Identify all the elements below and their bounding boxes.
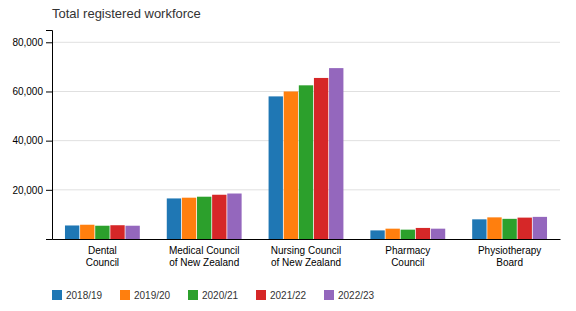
bar bbox=[533, 217, 547, 239]
bar bbox=[502, 219, 516, 239]
bar bbox=[125, 226, 139, 239]
legend-label: 2020/21 bbox=[202, 290, 239, 301]
title: Total registered workforce bbox=[52, 6, 201, 21]
legend-swatch bbox=[324, 290, 334, 300]
legend: 2018/19 2019/20 2020/21 2021/22 2022/23 bbox=[52, 290, 375, 301]
tick-label: PhysiotherapyBoard bbox=[478, 245, 541, 268]
legend-item: 2019/20 bbox=[120, 290, 171, 301]
bar bbox=[284, 91, 298, 239]
tick: Medical Councilof New Zealand bbox=[169, 245, 240, 268]
axis-line bbox=[46, 31, 53, 240]
bar bbox=[65, 225, 79, 239]
bar bbox=[212, 195, 226, 239]
legend-swatch bbox=[188, 290, 198, 300]
bar bbox=[416, 228, 430, 239]
tick: PharmacyCouncil bbox=[385, 245, 430, 268]
series bbox=[110, 78, 532, 239]
bar bbox=[182, 198, 196, 239]
bar bbox=[110, 225, 124, 239]
bar bbox=[370, 230, 384, 239]
legend-swatch bbox=[256, 290, 266, 300]
tick: 60,000 bbox=[12, 86, 52, 97]
bar bbox=[487, 217, 501, 239]
legend-item: 2022/23 bbox=[324, 290, 375, 301]
bar bbox=[80, 225, 94, 239]
legend-label: 2021/22 bbox=[270, 290, 307, 301]
tick-mark bbox=[46, 91, 52, 92]
tick: DentalCouncil bbox=[86, 245, 119, 268]
series bbox=[80, 91, 502, 239]
legend-label: 2022/23 bbox=[338, 290, 375, 301]
bar bbox=[197, 197, 211, 239]
tick-label: Nursing Councilof New Zealand bbox=[271, 245, 342, 268]
legend-item: 2020/21 bbox=[188, 290, 239, 301]
tick-mark bbox=[46, 141, 52, 142]
bar bbox=[314, 78, 328, 239]
legend-label: 2019/20 bbox=[134, 290, 171, 301]
legend-label: 2018/19 bbox=[66, 290, 103, 301]
bar bbox=[329, 68, 343, 239]
plot: 20,000 40,000 60,000 80,000 DentalCouncil Med… bbox=[12, 31, 560, 268]
tick-label: 80,000 bbox=[12, 37, 43, 48]
tick: 40,000 bbox=[12, 135, 52, 146]
chart: Total registered workforce 20,000 40,000 60… bbox=[0, 0, 576, 311]
tick-label: 20,000 bbox=[12, 185, 43, 196]
tick-label: 40,000 bbox=[12, 135, 43, 146]
bar bbox=[472, 219, 486, 239]
bar bbox=[95, 226, 109, 239]
bar bbox=[518, 218, 532, 239]
grid-line bbox=[52, 42, 560, 43]
tick-label: PharmacyCouncil bbox=[385, 245, 430, 268]
tick-mark bbox=[46, 190, 52, 191]
series bbox=[65, 96, 487, 239]
bars bbox=[65, 68, 547, 239]
series bbox=[95, 85, 517, 239]
bar bbox=[299, 85, 313, 239]
x-axis: DentalCouncil Medical Councilof New Zeala… bbox=[53, 240, 561, 268]
y-axis: 20,000 40,000 60,000 80,000 bbox=[12, 31, 52, 240]
series bbox=[125, 68, 547, 239]
bar bbox=[386, 229, 400, 239]
tick: 80,000 bbox=[12, 37, 52, 48]
legend-item: 2018/19 bbox=[52, 290, 103, 301]
bar bbox=[431, 229, 445, 239]
bar bbox=[269, 96, 283, 239]
tick-label: 60,000 bbox=[12, 86, 43, 97]
tick-mark bbox=[46, 42, 52, 43]
legend-swatch bbox=[120, 290, 130, 300]
legend-item: 2021/22 bbox=[256, 290, 307, 301]
legend-swatch bbox=[52, 290, 62, 300]
tick: Nursing Councilof New Zealand bbox=[271, 245, 342, 268]
tick: 20,000 bbox=[12, 185, 52, 196]
tick: PhysiotherapyBoard bbox=[478, 245, 541, 268]
tick-label: DentalCouncil bbox=[86, 245, 119, 268]
axis-line bbox=[53, 239, 561, 240]
bar bbox=[167, 198, 181, 239]
bar bbox=[227, 194, 241, 239]
bar bbox=[401, 230, 415, 239]
tick-label: Medical Councilof New Zealand bbox=[169, 245, 240, 268]
